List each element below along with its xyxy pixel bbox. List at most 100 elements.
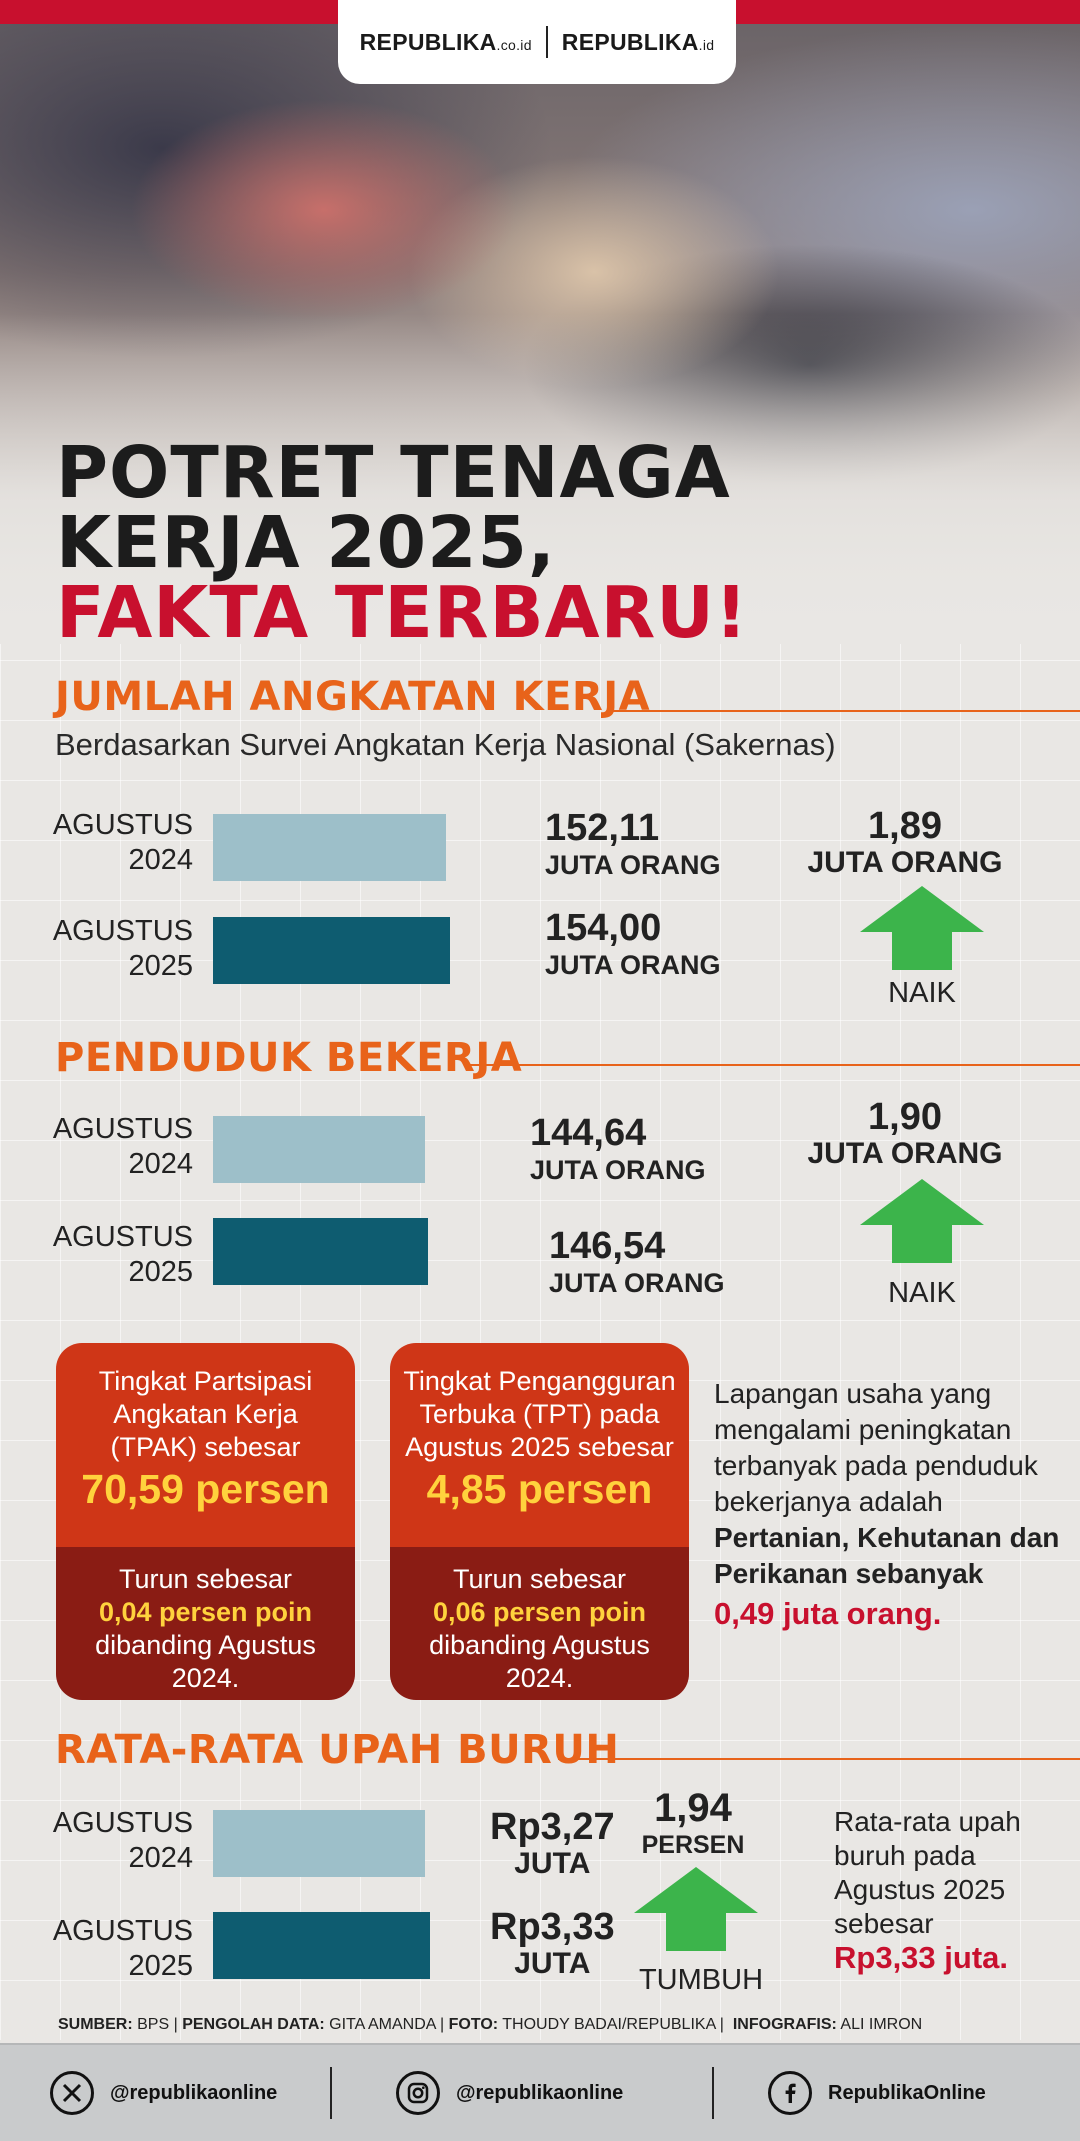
headline-line-2: KERJA 2025, xyxy=(56,501,556,584)
change-label-tumbuh: TUMBUH xyxy=(638,1964,764,1996)
value-2024: 144,64 JUTA ORANG xyxy=(530,1112,706,1186)
republika-logo[interactable]: REPUBLIKA.co.id REPUBLIKA.id xyxy=(338,0,736,84)
year-label-2025: AGUSTUS 2025 xyxy=(40,914,193,984)
section-title-angkatan-kerja: JUMLAH ANGKATAN KERJA xyxy=(55,674,651,720)
year-month: AGUSTUS xyxy=(52,1113,193,1145)
credits-line: SUMBER: BPS | PENGOLAH DATA: GITA AMANDA… xyxy=(58,2016,923,2033)
year-month: AGUSTUS xyxy=(52,915,193,947)
wage-note-line: Rata-rata upah xyxy=(834,1806,1021,1837)
change-summary-2: 1,90 JUTA ORANG xyxy=(800,1097,1010,1171)
tpt-text-2: Terbuka (TPT) pada xyxy=(419,1399,660,1429)
bar-2024 xyxy=(213,1810,425,1877)
value-unit: JUTA ORANG xyxy=(545,850,721,880)
tpak-change-text-1: Turun sebesar xyxy=(118,1564,293,1594)
bar-2025 xyxy=(213,1218,428,1285)
tpak-card-top: Tingkat Partsipasi Angkatan Kerja (TPAK)… xyxy=(56,1343,355,1547)
social-footer: @republikaonline @republikaonline Republ… xyxy=(0,2043,1080,2141)
year-month: AGUSTUS xyxy=(52,1807,193,1839)
instagram-link[interactable]: @republikaonline xyxy=(396,2045,623,2141)
value-number: Rp3,27 xyxy=(490,1806,615,1848)
logo-republika-id: REPUBLIKA.id xyxy=(561,28,715,55)
tpak-change-text-3: 2024. xyxy=(171,1663,240,1693)
footer-divider xyxy=(712,2067,714,2119)
value-number: 144,64 xyxy=(530,1112,647,1154)
credit-key: FOTO: xyxy=(448,2016,499,2033)
page-headline: POTRET TENAGA KERJA 2025, FAKTA TERBARU! xyxy=(56,431,749,654)
value-number: 154,00 xyxy=(545,907,662,949)
tpak-value: 70,59 persen xyxy=(81,1466,330,1512)
credit-value: GITA AMANDA xyxy=(329,2016,436,2033)
tpak-text-3: (TPAK) sebesar xyxy=(110,1432,301,1462)
year-label-2024: AGUSTUS 2024 xyxy=(40,1112,193,1182)
change-summary-3: 1,94 PERSEN xyxy=(630,1787,756,1861)
section-divider-2 xyxy=(465,1064,1080,1066)
change-value: 1,94 xyxy=(654,1786,732,1830)
tpt-card-bottom: Turun sebesar 0,06 persen poin dibanding… xyxy=(390,1547,689,1700)
section-subtitle: Berdasarkan Survei Angkatan Kerja Nasion… xyxy=(55,727,836,762)
tpak-card: Tingkat Partsipasi Angkatan Kerja (TPAK)… xyxy=(56,1343,355,1700)
wage-note: Rata-rata upah buruh pada Agustus 2025 s… xyxy=(834,1805,1021,1975)
tpt-card: Tingkat Pengangguran Terbuka (TPT) pada … xyxy=(390,1343,689,1700)
logo-divider xyxy=(545,26,548,58)
tpt-change-text-2: dibanding Agustus xyxy=(429,1630,650,1660)
tpak-text-2: Angkatan Kerja xyxy=(113,1399,298,1429)
wage-note-line: Agustus 2025 xyxy=(834,1874,1006,1905)
year-month: AGUSTUS xyxy=(52,1221,193,1253)
wage-note-line: sebesar xyxy=(834,1908,934,1939)
year-number: 2025 xyxy=(128,950,193,982)
value-number: 152,11 xyxy=(545,807,660,849)
credit-value: BPS xyxy=(137,2016,170,2033)
sector-note: Lapangan usaha yang mengalami peningkata… xyxy=(714,1376,1059,1632)
credit-value: THOUDY BADAI/REPUBLIKA xyxy=(502,2016,716,2033)
value-2025: 146,54 JUTA ORANG xyxy=(549,1225,725,1299)
credit-key: SUMBER: xyxy=(58,2016,133,2033)
sector-note-line: bekerjanya adalah xyxy=(714,1486,943,1517)
value-unit: JUTA ORANG xyxy=(545,950,721,980)
bar-2024 xyxy=(213,814,446,881)
year-label-2025: AGUSTUS 2025 xyxy=(40,1914,193,1984)
instagram-icon xyxy=(396,2071,440,2115)
bar-2024 xyxy=(213,1116,425,1183)
section-title-penduduk-bekerja: PENDUDUK BEKERJA xyxy=(55,1035,523,1081)
facebook-link[interactable]: RepublikaOnline xyxy=(768,2045,986,2141)
sector-note-sector: Perikanan sebanyak xyxy=(714,1558,984,1589)
tpak-change-text-2: dibanding Agustus xyxy=(95,1630,316,1660)
tpt-change-text-3: 2024. xyxy=(505,1663,574,1693)
tpt-change-text-1: Turun sebesar xyxy=(452,1564,627,1594)
value-2025: Rp3,33 JUTA xyxy=(490,1906,615,1980)
up-arrow-icon xyxy=(860,1179,984,1263)
year-month: AGUSTUS xyxy=(52,1915,193,1947)
value-unit: JUTA xyxy=(514,1847,591,1880)
tpt-text-1: Tingkat Pengangguran xyxy=(403,1366,676,1396)
change-value: 1,90 xyxy=(868,1096,942,1138)
tpak-card-bottom: Turun sebesar 0,04 persen poin dibanding… xyxy=(56,1547,355,1700)
sector-note-sector: Pertanian, Kehutanan dan xyxy=(714,1522,1060,1553)
value-number: Rp3,33 xyxy=(490,1906,615,1948)
year-label-2024: AGUSTUS 2024 xyxy=(40,1806,193,1876)
year-label-2025: AGUSTUS 2025 xyxy=(40,1220,193,1290)
x-handle: @republikaonline xyxy=(110,2081,278,2104)
section-divider-3 xyxy=(558,1758,1080,1760)
wage-note-line: buruh pada xyxy=(834,1840,976,1871)
section-title-upah-buruh: RATA-RATA UPAH BURUH xyxy=(55,1727,620,1773)
tpak-change-value: 0,04 persen poin xyxy=(98,1597,313,1627)
x-link[interactable]: @republikaonline xyxy=(50,2045,277,2141)
section-divider-1 xyxy=(608,710,1080,712)
up-arrow-icon xyxy=(860,886,984,970)
credit-key: PENGOLAH DATA: xyxy=(182,2016,325,2033)
headline-line-1: POTRET TENAGA xyxy=(56,431,731,514)
value-2025: 154,00 JUTA ORANG xyxy=(545,907,721,981)
bar-2025 xyxy=(213,917,450,984)
change-summary-1: 1,89 JUTA ORANG xyxy=(800,806,1010,880)
value-unit: JUTA xyxy=(514,1947,591,1980)
value-unit: JUTA ORANG xyxy=(530,1155,706,1185)
change-label-naik: NAIK xyxy=(888,977,956,1009)
tpt-text-3: Agustus 2025 sebesar xyxy=(405,1432,674,1462)
job-fair-photo xyxy=(0,24,1080,644)
year-number: 2024 xyxy=(128,1148,193,1180)
headline-line-3: FAKTA TERBARU! xyxy=(56,571,749,654)
sector-note-line: terbanyak pada penduduk xyxy=(714,1450,1038,1481)
tpt-value: 4,85 persen xyxy=(426,1466,653,1512)
tpt-card-top: Tingkat Pengangguran Terbuka (TPT) pada … xyxy=(390,1343,689,1547)
sector-note-line: Lapangan usaha yang xyxy=(714,1378,992,1409)
